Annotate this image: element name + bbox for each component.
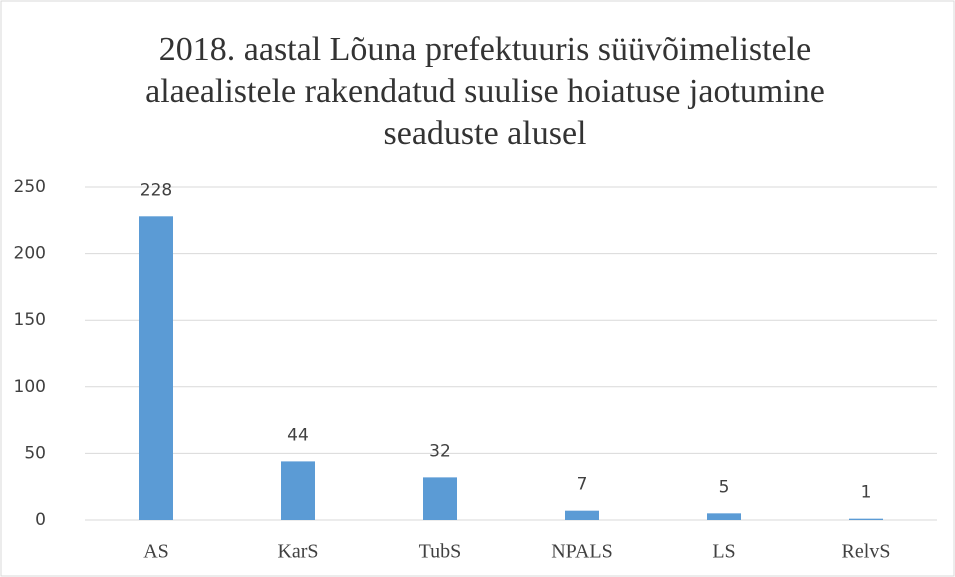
- data-label: 228: [140, 180, 172, 200]
- bar: [139, 216, 173, 520]
- x-tick-label: RelvS: [842, 541, 891, 563]
- chart-title: seaduste alusel: [384, 115, 587, 152]
- y-tick-label: 200: [14, 244, 46, 264]
- data-label: 1: [861, 483, 872, 503]
- bar: [707, 513, 741, 520]
- bar: [849, 518, 883, 520]
- y-tick-label: 50: [24, 443, 46, 463]
- x-tick-label: TubS: [419, 541, 462, 563]
- y-tick-label: 0: [35, 510, 46, 530]
- x-tick-label: NPALS: [551, 541, 613, 563]
- data-label: 44: [287, 425, 309, 445]
- x-tick-label: LS: [712, 541, 735, 563]
- data-label: 7: [577, 475, 588, 495]
- data-label: 5: [719, 477, 730, 497]
- chart-title: alaealistele rakendatud suulise hoiatuse…: [145, 73, 825, 110]
- x-tick-label: KarS: [277, 541, 318, 563]
- x-tick-label: AS: [143, 541, 169, 563]
- chart-title: 2018. aastal Lõuna prefektuuris süüvõime…: [159, 31, 811, 68]
- data-label: 32: [429, 441, 451, 461]
- bar: [565, 510, 599, 520]
- y-tick-label: 100: [14, 377, 46, 397]
- y-tick-label: 150: [14, 310, 46, 330]
- bar: [423, 477, 457, 520]
- bar: [281, 461, 315, 520]
- y-tick-label: 250: [14, 177, 46, 197]
